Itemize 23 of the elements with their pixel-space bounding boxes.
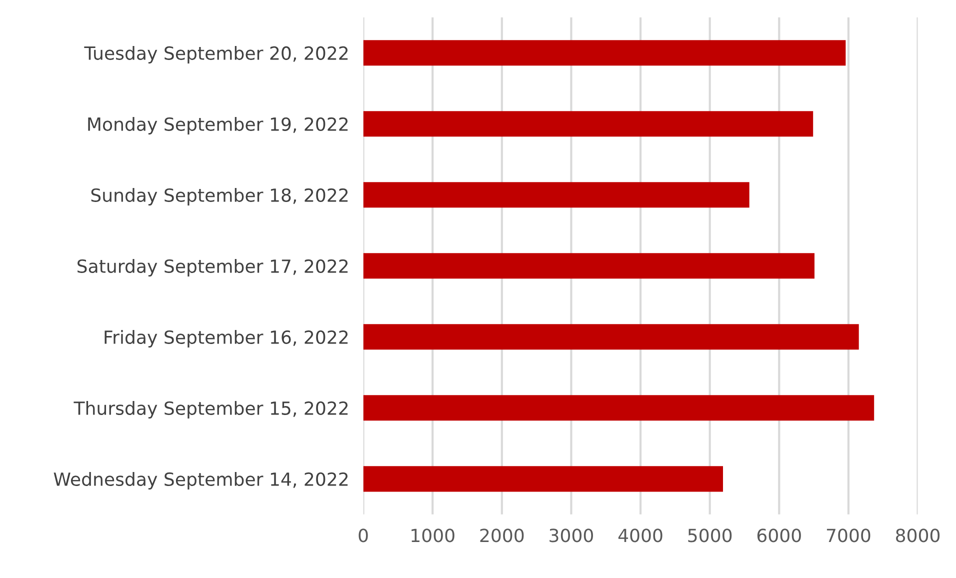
- bar: [363, 182, 750, 208]
- bar: [363, 40, 846, 66]
- x-tick-label: 5000: [688, 528, 732, 542]
- y-tick-label: Thursday September 15, 2022: [74, 401, 348, 419]
- bar: [363, 111, 814, 137]
- x-tick-label: 8000: [896, 528, 940, 542]
- y-tick-label: Tuesday September 20, 2022: [84, 46, 348, 64]
- y-tick-label: Monday September 19, 2022: [88, 116, 348, 134]
- x-tick-label: 0: [358, 528, 368, 542]
- y-tick-label: Saturday September 17, 2022: [78, 259, 348, 276]
- x-tick-label: 7000: [826, 528, 870, 542]
- y-tick-label: Wednesday September 14, 2022: [54, 472, 348, 490]
- y-tick-label: Friday September 16, 2022: [104, 330, 348, 348]
- bar: [363, 253, 814, 279]
- x-tick-label: 6000: [757, 528, 801, 542]
- x-tick-label: 2000: [480, 528, 524, 542]
- bar: [363, 324, 859, 350]
- x-tick-label: 1000: [412, 528, 454, 542]
- x-tick-label: 4000: [618, 528, 662, 542]
- bar: [363, 466, 723, 492]
- bar: [363, 395, 874, 421]
- x-tick-label: 3000: [550, 528, 593, 542]
- y-tick-label: Sunday September 18, 2022: [91, 188, 348, 206]
